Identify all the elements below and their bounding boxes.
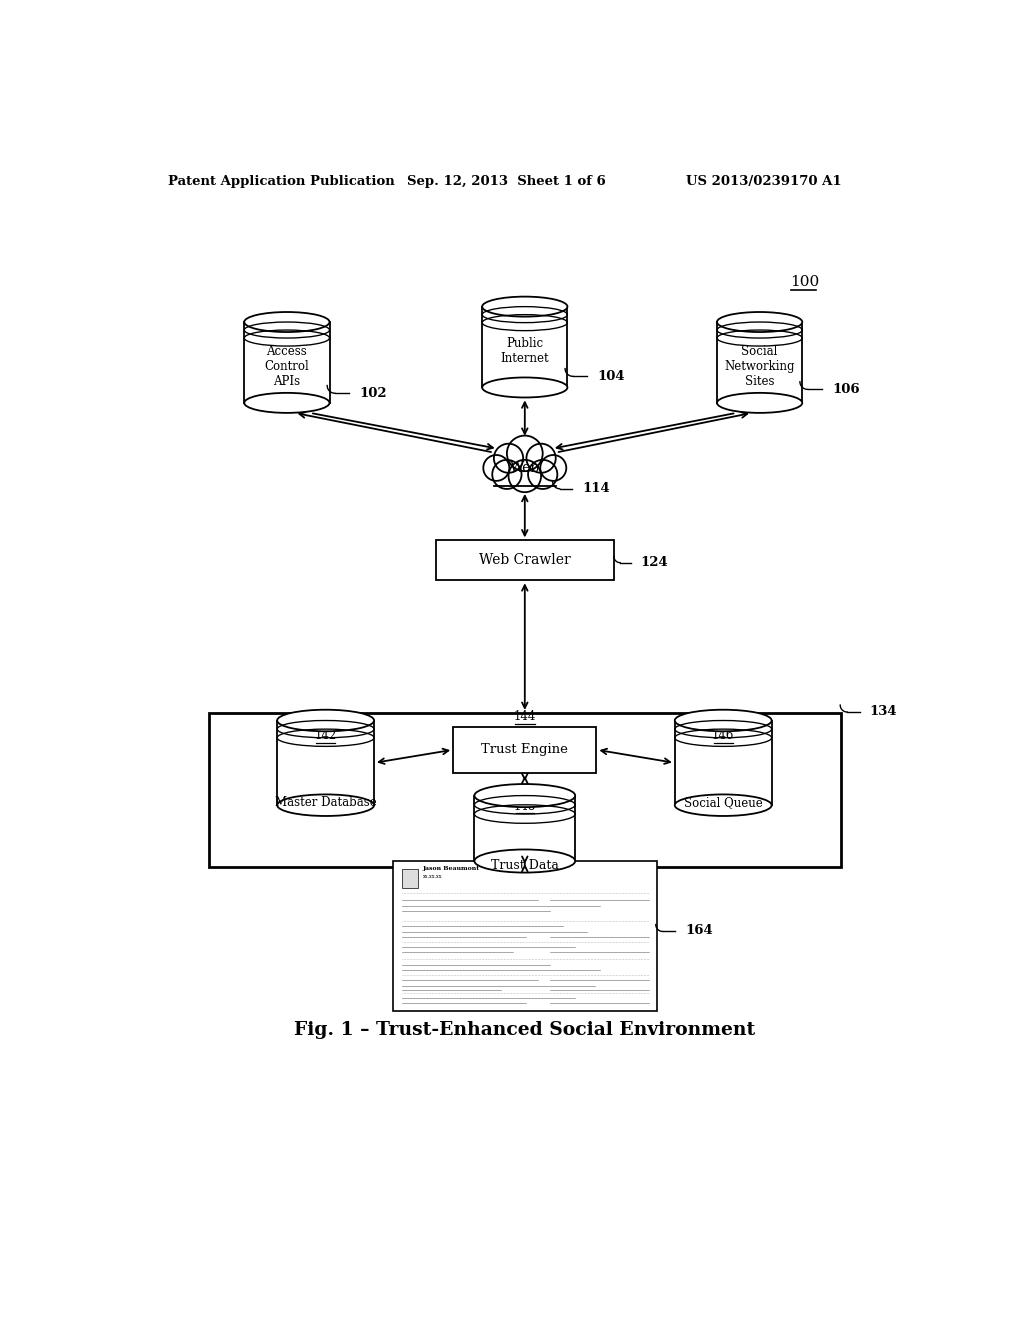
Circle shape bbox=[483, 455, 509, 480]
Text: Patent Application Publication: Patent Application Publication bbox=[168, 176, 395, 187]
Bar bbox=[245, 322, 330, 403]
Text: Social Queue: Social Queue bbox=[684, 796, 763, 809]
Text: 146: 146 bbox=[712, 729, 734, 742]
Ellipse shape bbox=[717, 393, 802, 413]
Text: Social
Networking
Sites: Social Networking Sites bbox=[724, 345, 795, 388]
Ellipse shape bbox=[474, 850, 575, 873]
Ellipse shape bbox=[245, 312, 330, 333]
Text: Access
Control
APIs: Access Control APIs bbox=[264, 345, 309, 388]
Text: 100: 100 bbox=[791, 276, 820, 289]
Bar bbox=[675, 721, 772, 805]
Text: 106: 106 bbox=[833, 383, 860, 396]
Ellipse shape bbox=[474, 784, 575, 807]
Bar bbox=[453, 727, 597, 774]
Text: 124: 124 bbox=[640, 556, 668, 569]
Text: 134: 134 bbox=[869, 705, 897, 718]
Text: 144: 144 bbox=[514, 710, 536, 723]
Text: Trust Data: Trust Data bbox=[490, 859, 559, 871]
Text: Master Database: Master Database bbox=[274, 796, 377, 809]
Text: 164: 164 bbox=[685, 924, 713, 937]
Bar bbox=[717, 322, 802, 403]
Circle shape bbox=[507, 436, 543, 471]
Text: Sep. 12, 2013  Sheet 1 of 6: Sep. 12, 2013 Sheet 1 of 6 bbox=[407, 176, 606, 187]
Circle shape bbox=[541, 455, 566, 480]
Circle shape bbox=[528, 459, 557, 488]
Bar bbox=[474, 796, 575, 861]
Ellipse shape bbox=[482, 378, 567, 397]
Text: Web Crawler: Web Crawler bbox=[479, 553, 570, 568]
Text: Web: Web bbox=[510, 461, 540, 475]
Ellipse shape bbox=[717, 312, 802, 333]
Ellipse shape bbox=[278, 795, 374, 816]
Text: 104: 104 bbox=[598, 370, 626, 383]
Bar bbox=[435, 540, 614, 581]
Text: 114: 114 bbox=[583, 482, 610, 495]
Circle shape bbox=[493, 459, 521, 488]
Bar bbox=[482, 306, 567, 388]
Ellipse shape bbox=[245, 393, 330, 413]
Text: 142: 142 bbox=[314, 729, 337, 742]
Ellipse shape bbox=[675, 710, 772, 731]
Circle shape bbox=[494, 444, 523, 473]
Circle shape bbox=[509, 459, 541, 492]
Bar bbox=[402, 869, 418, 888]
Bar bbox=[278, 721, 374, 805]
Circle shape bbox=[526, 444, 556, 473]
Text: Public
Internet: Public Internet bbox=[501, 337, 549, 364]
Bar bbox=[393, 861, 656, 1011]
Ellipse shape bbox=[278, 710, 374, 731]
Text: xx.xx.xx: xx.xx.xx bbox=[423, 874, 442, 879]
Bar bbox=[494, 474, 556, 486]
Ellipse shape bbox=[482, 297, 567, 317]
Text: US 2013/0239170 A1: US 2013/0239170 A1 bbox=[686, 176, 842, 187]
Bar bbox=[209, 713, 841, 867]
Text: Jason Beaumont: Jason Beaumont bbox=[423, 866, 480, 871]
Text: Trust Engine: Trust Engine bbox=[481, 743, 568, 756]
Text: 102: 102 bbox=[359, 387, 387, 400]
Ellipse shape bbox=[675, 795, 772, 816]
Text: 148: 148 bbox=[514, 800, 536, 813]
Text: Fig. 1 – Trust-Enhanced Social Environment: Fig. 1 – Trust-Enhanced Social Environme… bbox=[294, 1022, 756, 1039]
